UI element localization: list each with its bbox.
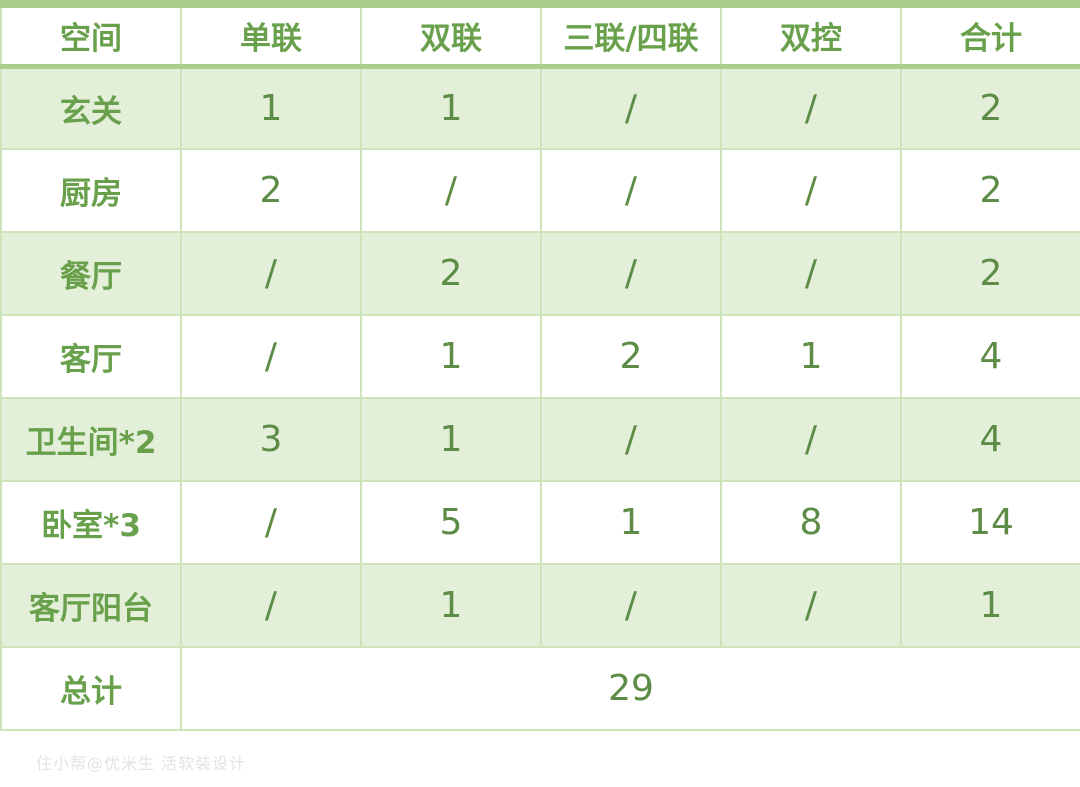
- cell-value: 8: [720, 480, 902, 565]
- header-row: 空间 单联 双联 三联/四联 双控 合计: [0, 3, 1080, 69]
- cell-value: 1: [900, 563, 1080, 648]
- column-header-two-way: 双控: [720, 3, 902, 69]
- row-label: 客厅阳台: [0, 563, 182, 648]
- cell-value: /: [180, 563, 362, 648]
- cell-value: 1: [180, 65, 362, 150]
- cell-value: 2: [900, 148, 1080, 233]
- column-header-space: 空间: [0, 3, 182, 69]
- cell-value: 1: [360, 563, 542, 648]
- watermark: 住小帮@优米生 活软装设计: [36, 754, 247, 773]
- cell-value: /: [720, 397, 902, 482]
- cell-value: /: [540, 397, 722, 482]
- cell-value: 1: [720, 314, 902, 399]
- cell-value: /: [180, 231, 362, 316]
- table-row-entryway: 玄关 1 1 / / 2: [0, 65, 1080, 150]
- cell-value: 4: [900, 314, 1080, 399]
- cell-value: /: [720, 563, 902, 648]
- grand-total-label: 总计: [0, 646, 182, 731]
- cell-value: 2: [900, 65, 1080, 150]
- table-row-living-room: 客厅 / 1 2 1 4: [0, 314, 1080, 399]
- cell-value: /: [540, 148, 722, 233]
- cell-value: 1: [360, 65, 542, 150]
- cell-value: /: [720, 148, 902, 233]
- row-label: 厨房: [0, 148, 182, 233]
- row-label: 卫生间*2: [0, 397, 182, 482]
- cell-value: 3: [180, 397, 362, 482]
- cell-value: 14: [900, 480, 1080, 565]
- table-row-kitchen: 厨房 2 / / / 2: [0, 148, 1080, 233]
- cell-value: 4: [900, 397, 1080, 482]
- cell-value: /: [360, 148, 542, 233]
- row-label: 餐厅: [0, 231, 182, 316]
- cell-value: 1: [360, 314, 542, 399]
- column-header-total: 合计: [900, 3, 1080, 69]
- table-header: 空间 单联 双联 三联/四联 双控 合计: [0, 3, 1080, 69]
- cell-value: 2: [540, 314, 722, 399]
- cell-value: /: [720, 231, 902, 316]
- cell-value: 5: [360, 480, 542, 565]
- cell-value: 2: [360, 231, 542, 316]
- cell-value: 2: [180, 148, 362, 233]
- grand-total-value: 29: [180, 646, 1080, 731]
- cell-value: /: [720, 65, 902, 150]
- row-label: 客厅: [0, 314, 182, 399]
- column-header-double-gang: 双联: [360, 3, 542, 69]
- table-row-living-room-balcony: 客厅阳台 / 1 / / 1: [0, 563, 1080, 648]
- cell-value: /: [180, 314, 362, 399]
- table-row-bathroom: 卫生间*2 3 1 / / 4: [0, 397, 1080, 482]
- cell-value: /: [540, 563, 722, 648]
- cell-value: /: [540, 65, 722, 150]
- switch-count-table: 空间 单联 双联 三联/四联 双控 合计 玄关 1 1 / / 2 厨房 2 /…: [0, 0, 1080, 731]
- cell-value: /: [180, 480, 362, 565]
- row-label: 卧室*3: [0, 480, 182, 565]
- column-header-triple-quad: 三联/四联: [540, 3, 722, 69]
- table-row-dining-room: 餐厅 / 2 / / 2: [0, 231, 1080, 316]
- table-row-bedroom: 卧室*3 / 5 1 8 14: [0, 480, 1080, 565]
- cell-value: 1: [540, 480, 722, 565]
- column-header-single-gang: 单联: [180, 3, 362, 69]
- cell-value: 2: [900, 231, 1080, 316]
- table-row-grand-total: 总计 29: [0, 646, 1080, 731]
- cell-value: /: [540, 231, 722, 316]
- row-label: 玄关: [0, 65, 182, 150]
- cell-value: 1: [360, 397, 542, 482]
